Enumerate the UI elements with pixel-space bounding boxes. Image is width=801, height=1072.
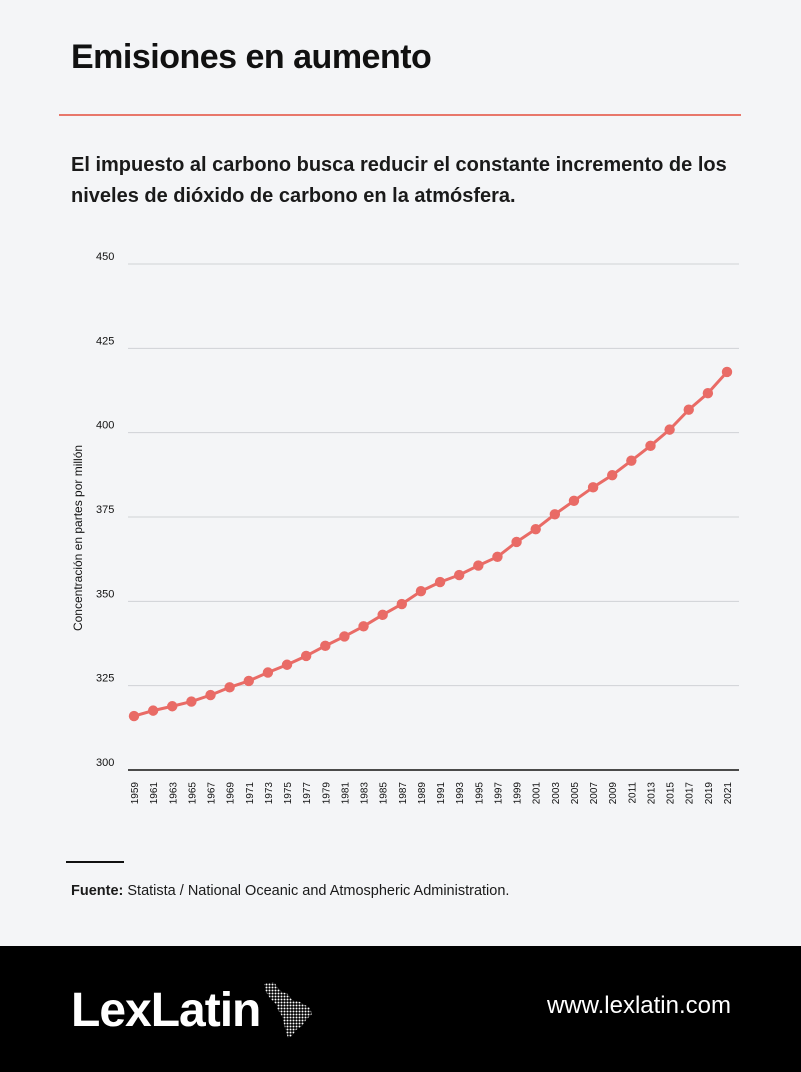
data-point [664, 424, 675, 435]
x-tick-label: 1999 [513, 782, 524, 805]
y-tick-label: 375 [96, 504, 114, 516]
x-tick-label: 2017 [685, 782, 696, 805]
data-point [358, 621, 369, 632]
data-point [300, 650, 312, 662]
x-tick-label: 2015 [666, 782, 677, 805]
data-point [186, 696, 197, 707]
x-tick-label: 1995 [474, 782, 485, 805]
title-divider [59, 114, 741, 116]
x-tick-label: 1987 [398, 782, 409, 805]
data-point [683, 404, 694, 415]
data-point [167, 701, 178, 712]
x-tick-label: 1969 [226, 782, 237, 805]
source-divider [66, 861, 124, 863]
x-tick-label: 1983 [360, 782, 371, 805]
y-tick-label: 425 [96, 335, 114, 347]
x-tick-label: 1965 [187, 782, 198, 805]
y-axis-label: Concentración en partes por millón [71, 445, 85, 631]
x-tick-label: 2003 [551, 782, 562, 805]
data-point [396, 598, 408, 610]
data-point [320, 640, 331, 652]
data-point [568, 495, 580, 507]
source-note: Fuente: Statista / National Oceanic and … [71, 883, 509, 899]
x-tick-label: 1963 [168, 782, 179, 805]
y-tick-label: 450 [96, 251, 114, 263]
x-tick-label: 2019 [704, 782, 715, 805]
brand-logo[interactable]: LexLatin [71, 980, 316, 1040]
x-tick-label: 1991 [436, 782, 447, 805]
x-tick-label: 2007 [589, 782, 600, 805]
y-tick-label: 300 [96, 757, 114, 769]
x-tick-label: 2005 [570, 782, 581, 805]
data-point [530, 523, 541, 535]
y-tick-label: 350 [96, 588, 114, 600]
data-point [281, 659, 293, 670]
x-tick-label: 1993 [455, 782, 466, 805]
x-tick-label: 1981 [340, 782, 351, 805]
data-point [243, 675, 254, 687]
footer-bar: LexLatin www.lexlatin.com [0, 946, 801, 1072]
y-tick-label: 325 [96, 673, 114, 685]
data-point [415, 586, 427, 597]
data-point [205, 689, 216, 701]
x-tick-label: 1989 [417, 782, 428, 805]
latin-america-map-icon [264, 982, 313, 1038]
co2-line-chart: 300 325 350 375 400 425 450 Concentración en pa… [71, 251, 739, 805]
brand-name: LexLatin [71, 983, 261, 1037]
x-tick-label: 1973 [264, 782, 275, 805]
x-tick-label: 1959 [130, 782, 141, 805]
source-label: Fuente: [71, 883, 124, 899]
page-title: Emisiones en aumento [71, 38, 432, 76]
page-subtitle: El impuesto al carbono busca reducir el … [71, 154, 727, 207]
x-tick-label: 1997 [493, 782, 504, 805]
data-point [607, 469, 618, 481]
data-point [702, 387, 714, 399]
data-point [511, 536, 522, 548]
data-point [339, 631, 350, 642]
x-tick-label: 1961 [149, 782, 160, 805]
x-tick-label: 1975 [283, 782, 294, 805]
x-tick-label: 1971 [245, 782, 256, 805]
x-tick-label: 2001 [532, 782, 543, 805]
x-tick-label: 2009 [608, 782, 619, 805]
x-tick-label: 1967 [207, 782, 218, 805]
data-point [147, 705, 159, 716]
data-point [721, 366, 733, 378]
data-point [453, 569, 465, 581]
y-tick-label: 400 [96, 420, 114, 432]
data-point [224, 682, 235, 693]
data-point [645, 440, 656, 452]
data-point [128, 710, 140, 722]
data-point [549, 509, 561, 520]
x-tick-label: 2021 [723, 782, 734, 805]
data-point [377, 609, 388, 621]
x-tick-label: 1985 [379, 782, 390, 805]
data-point [473, 560, 484, 571]
x-tick-label: 2011 [627, 782, 638, 804]
data-point [626, 455, 637, 466]
data-point [492, 551, 503, 563]
source-text: Statista / National Oceanic and Atmosphe… [127, 883, 510, 899]
x-tick-label: 1979 [321, 782, 332, 805]
x-tick-label: 1977 [302, 782, 313, 805]
co2-series-line [133, 370, 729, 718]
data-point [587, 482, 599, 493]
website-link[interactable]: www.lexlatin.com [546, 992, 731, 1019]
data-point [434, 576, 446, 588]
x-tick-label: 2013 [646, 782, 657, 805]
data-point [262, 667, 274, 678]
